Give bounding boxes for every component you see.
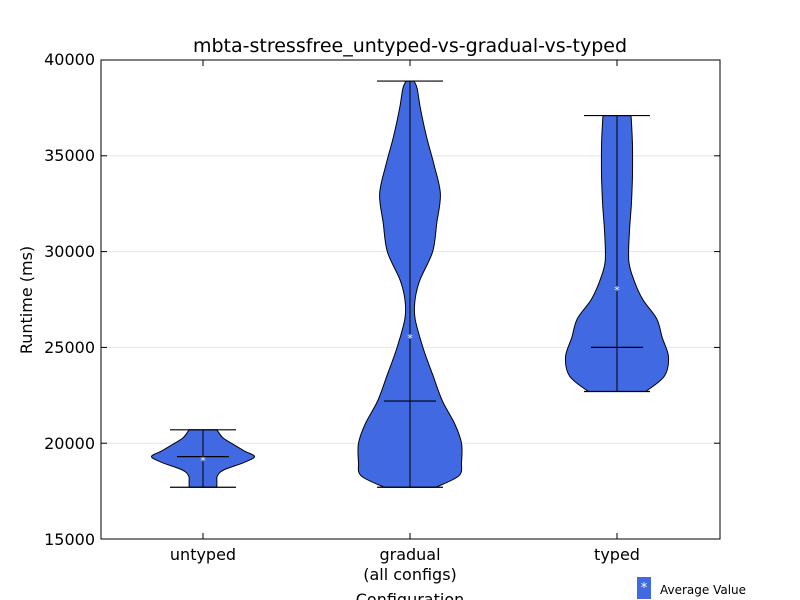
y-tick-label: 15000 (44, 530, 95, 549)
mean-marker-typed: * (614, 284, 620, 297)
x-tick-label-typed: typed (594, 545, 640, 564)
legend-swatch (637, 577, 651, 599)
y-tick-label: 30000 (44, 242, 95, 261)
chart-title: mbta-stressfree_untyped-vs-gradual-vs-ty… (193, 35, 627, 57)
x-axis-label: Configuration (356, 590, 465, 600)
y-tick-label: 40000 (44, 50, 95, 69)
legend-label: Average Value (660, 583, 746, 597)
violin-statistics (170, 80, 650, 488)
y-tick-label: 25000 (44, 338, 95, 357)
x-tick-labels: untyped gradual (all configs) typed (170, 545, 640, 584)
mean-markers: * * * (200, 284, 620, 468)
axis-ticks (101, 59, 720, 540)
y-tick-label: 20000 (44, 434, 95, 453)
x-tick-label-gradual: gradual (379, 545, 440, 564)
y-tick-label: 35000 (44, 146, 95, 165)
y-axis-label: Runtime (ms) (17, 246, 36, 354)
y-tick-labels: 15000 20000 25000 30000 35000 40000 (44, 50, 95, 549)
x-tick-sublabel-gradual: (all configs) (363, 565, 457, 584)
mean-marker-gradual: * (407, 332, 413, 345)
legend-marker-icon: * (641, 581, 648, 596)
mean-marker-untyped: * (200, 454, 206, 467)
x-tick-label-untyped: untyped (170, 545, 236, 564)
legend: * Average Value (637, 577, 746, 599)
